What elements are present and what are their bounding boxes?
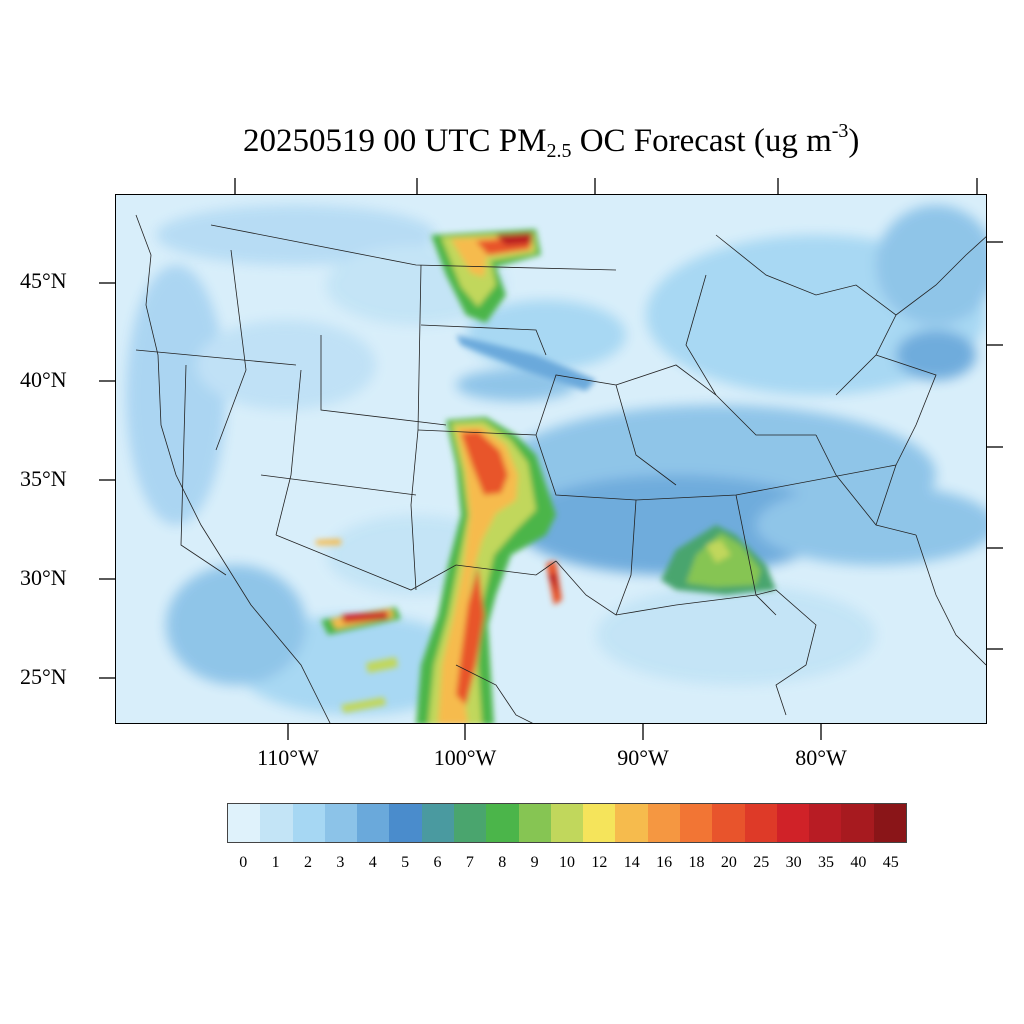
colorbar-label: 0 — [239, 854, 248, 871]
colorbar-swatch — [324, 804, 358, 842]
lon-label-90w: 90°W — [617, 745, 669, 770]
colorbar-swatch — [357, 804, 390, 842]
colorbar-swatch — [744, 804, 777, 842]
colorbar-label: 8 — [498, 854, 507, 871]
lon-label-80w: 80°W — [795, 745, 847, 770]
colorbar-swatch — [679, 804, 713, 842]
colorbar-label: 30 — [785, 854, 802, 871]
title-superscript: -3 — [831, 120, 849, 142]
title-subscript: 2.5 — [546, 140, 572, 162]
colorbar-label: 2 — [303, 854, 312, 871]
lon-label-110w: 110°W — [257, 745, 319, 770]
colorbar-swatch — [615, 804, 648, 842]
colorbar-label: 1 — [271, 854, 280, 871]
colorbar-swatch — [518, 804, 551, 842]
colorbar-label: 4 — [368, 854, 377, 871]
colorbar-swatch — [421, 804, 454, 842]
colorbar-swatch — [873, 804, 906, 842]
colorbar-swatch — [776, 804, 810, 842]
colorbar-swatch — [809, 804, 842, 842]
colorbar-label: 20 — [720, 854, 737, 871]
colorbar-swatch — [647, 804, 680, 842]
colorbar-swatch — [389, 804, 422, 842]
lat-label-25n: 25°N — [20, 664, 67, 689]
colorbar-label: 10 — [559, 854, 575, 871]
colorbar-label: 5 — [401, 854, 410, 871]
colorbar — [227, 803, 907, 843]
concentration-field — [116, 195, 986, 723]
title-middle: OC Forecast (ug m — [571, 123, 832, 159]
colorbar-label: 12 — [591, 854, 608, 871]
colorbar-label: 7 — [465, 854, 474, 871]
colorbar-label: 18 — [688, 854, 705, 871]
map-title: 20250519 00 UTC PM2.5 OC Forecast (ug m-… — [243, 120, 859, 163]
colorbar-swatch — [712, 804, 745, 842]
colorbar-label: 14 — [623, 854, 640, 871]
lat-label-35n: 35°N — [20, 466, 67, 491]
colorbar-label: 9 — [530, 854, 539, 871]
lat-label-40n: 40°N — [20, 367, 67, 392]
colorbar-label: 25 — [753, 854, 770, 871]
colorbar-label: 40 — [850, 854, 867, 871]
colorbar-label: 45 — [882, 854, 899, 871]
lat-label-45n: 45°N — [20, 268, 67, 293]
title-prefix: 20250519 00 UTC PM — [243, 123, 547, 159]
pm25-forecast-map[interactable] — [115, 194, 987, 724]
colorbar-label: 35 — [818, 854, 835, 871]
colorbar-swatch — [453, 804, 487, 842]
colorbar-swatch — [841, 804, 874, 842]
colorbar-swatch — [583, 804, 616, 842]
colorbar-label: 6 — [433, 854, 442, 871]
colorbar-swatch — [486, 804, 519, 842]
colorbar-label: 3 — [336, 854, 345, 871]
colorbar-swatch — [228, 804, 261, 842]
title-suffix: ) — [848, 123, 860, 159]
colorbar-swatch — [260, 804, 293, 842]
colorbar-swatch — [292, 804, 325, 842]
lat-label-30n: 30°N — [20, 565, 67, 590]
colorbar-swatch — [550, 804, 584, 842]
colorbar-label: 16 — [656, 854, 673, 871]
lon-label-100w: 100°W — [433, 745, 497, 770]
